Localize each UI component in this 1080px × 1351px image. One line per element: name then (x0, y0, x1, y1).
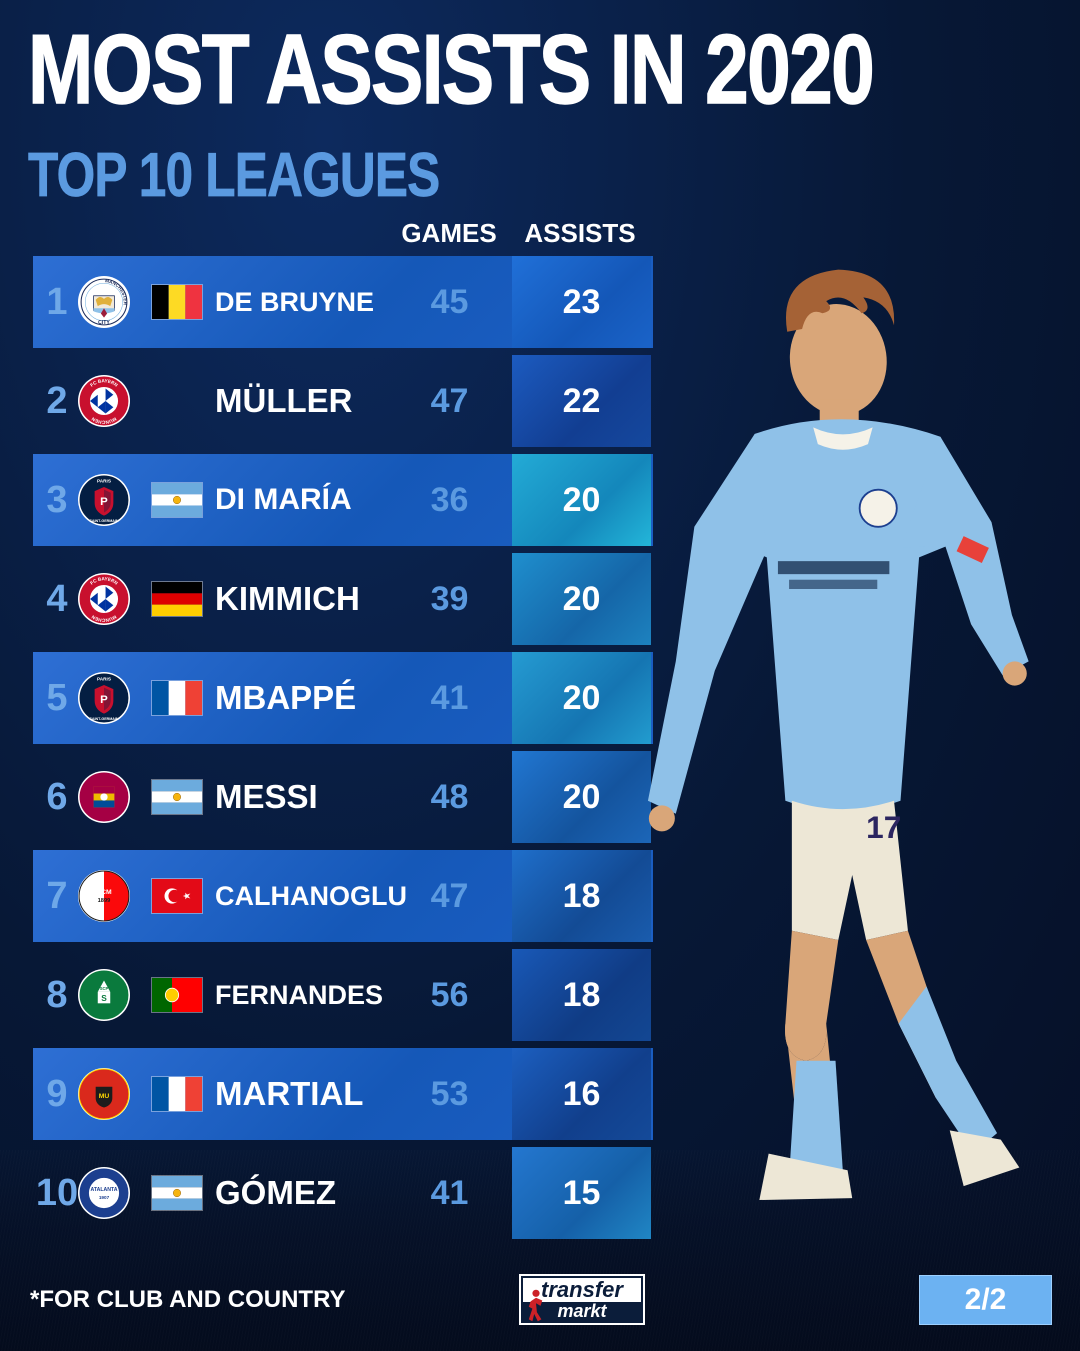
svg-text:P: P (100, 496, 108, 508)
svg-text:S: S (101, 993, 107, 1003)
svg-text:MU: MU (99, 1093, 110, 1100)
svg-text:SAINT-GERMAIN: SAINT-GERMAIN (90, 519, 119, 523)
svg-text:SCP: SCP (100, 986, 109, 991)
svg-text:ATALANTA: ATALANTA (90, 1187, 117, 1193)
svg-text:1907: 1907 (99, 1195, 110, 1200)
svg-text:1899: 1899 (98, 898, 111, 904)
svg-text:P: P (100, 694, 108, 706)
svg-text:PARIS: PARIS (97, 676, 111, 681)
svg-text:ACM: ACM (96, 889, 112, 896)
svg-text:SAINT-GERMAIN: SAINT-GERMAIN (90, 717, 119, 721)
svg-text:PARIS: PARIS (97, 478, 111, 483)
svg-text:17: 17 (866, 809, 901, 845)
svg-text:CITY: CITY (98, 320, 110, 326)
